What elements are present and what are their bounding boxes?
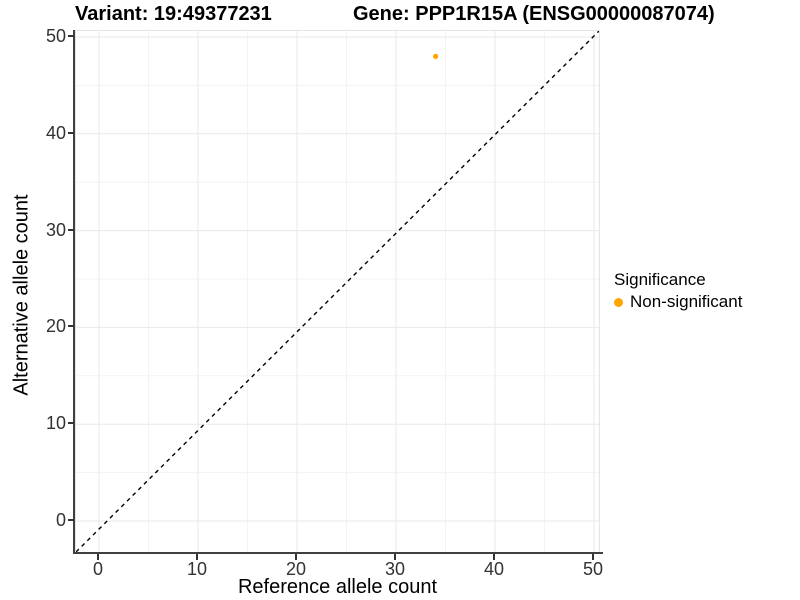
- y-tick-mark: [68, 325, 74, 328]
- x-tick-mark: [394, 554, 396, 560]
- y-tick-label: 20: [45, 316, 66, 337]
- legend-item-non-significant: Non-significant: [614, 293, 742, 311]
- y-tick-label: 50: [45, 26, 66, 46]
- y-axis-line: [73, 30, 75, 554]
- x-tick-label: 30: [384, 559, 406, 579]
- y-tick-mark: [68, 422, 74, 425]
- x-tick-label: 40: [483, 559, 505, 579]
- identity-dashed-line: [76, 31, 599, 552]
- x-axis-title: Reference allele count: [237, 576, 437, 598]
- plot-canvas: [76, 31, 599, 552]
- x-tick-label: 0: [92, 559, 103, 579]
- x-tick-mark: [592, 554, 594, 560]
- data-point: [433, 53, 439, 59]
- y-tick-label: 40: [45, 122, 66, 143]
- y-tick-mark: [68, 519, 74, 521]
- x-tick-label: 50: [582, 559, 604, 579]
- legend-item-label: Non-significant: [630, 292, 743, 311]
- x-tick-label: 10: [186, 559, 208, 579]
- y-tick-label: 0: [55, 510, 66, 530]
- x-tick-mark: [493, 554, 495, 560]
- x-tick-mark: [97, 554, 99, 560]
- legend-point-icon: [614, 297, 623, 307]
- x-tick-mark: [196, 554, 198, 560]
- y-tick-label: 30: [45, 219, 66, 240]
- plot-title-gene: Gene: PPP1R15A (ENSG00000087074): [353, 3, 715, 25]
- x-tick-label: 20: [285, 559, 307, 579]
- y-tick-label: 10: [45, 413, 66, 434]
- y-tick-mark: [68, 35, 74, 37]
- legend-title: Significance: [614, 270, 706, 289]
- plot-panel: [75, 30, 600, 553]
- y-axis-title: Alternative allele count: [10, 194, 33, 396]
- legend: Significance Non-significant: [614, 270, 742, 311]
- y-tick-mark: [68, 131, 74, 134]
- y-tick-mark: [68, 228, 74, 231]
- plot-title-variant: Variant: 19:49377231: [75, 3, 272, 25]
- x-axis-line: [73, 552, 603, 554]
- x-tick-mark: [295, 554, 297, 560]
